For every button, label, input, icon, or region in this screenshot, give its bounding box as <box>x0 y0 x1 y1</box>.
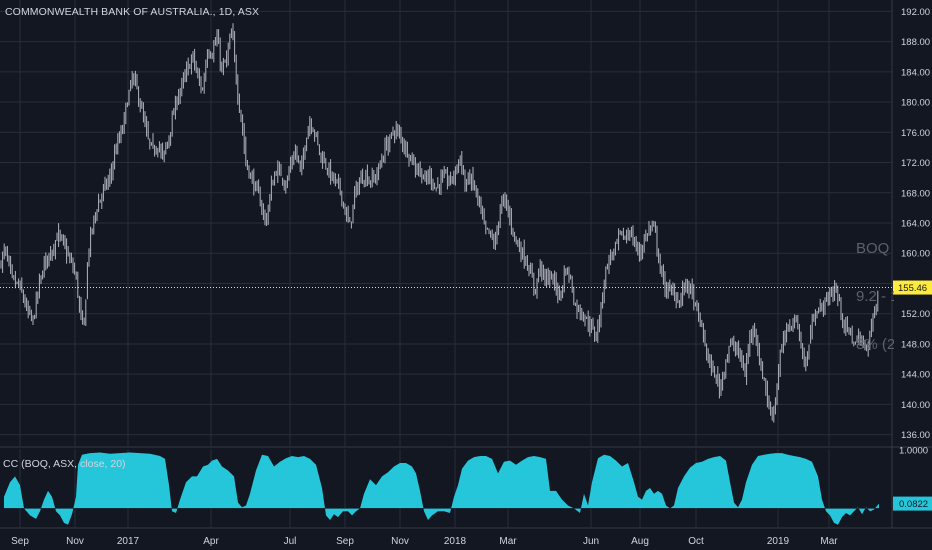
price-tick-label: 164.00 <box>901 219 930 230</box>
indicator-value-badge <box>893 496 932 511</box>
price-tick-label: 176.00 <box>901 128 930 139</box>
last-price-label: 155.46 <box>898 283 927 294</box>
price-tick-label: 160.00 <box>901 249 930 260</box>
time-tick-label: 2019 <box>767 536 790 547</box>
price-tick-label: 168.00 <box>901 188 930 199</box>
time-tick-label: Mar <box>820 536 838 547</box>
price-tick-label: 192.00 <box>901 7 930 18</box>
symbol-title[interactable]: COMMONWEALTH BANK OF AUSTRALIA., 1D, ASX <box>5 6 260 18</box>
time-tick-label: Nov <box>391 536 409 547</box>
price-tick-label: 140.00 <box>901 400 930 411</box>
indicator-tick-label: 1.0000 <box>899 446 928 457</box>
price-tick-label: 148.00 <box>901 339 930 350</box>
overlay-note-line-2: 9.2 - 1 <box>856 288 894 305</box>
price-series <box>0 23 892 423</box>
axes-layer: 136.00140.00144.00148.00152.00156.00160.… <box>11 7 932 547</box>
time-tick-label: Nov <box>66 536 84 547</box>
overlay-note-line-1: BOQ ( <box>856 240 894 257</box>
comparison-overlay-note: BOQ ( 9.2 - 1 8% (2 <box>856 209 894 369</box>
time-tick-label: Oct <box>688 536 704 547</box>
overlay-note-line-3: 8% (2 <box>856 336 894 353</box>
price-tick-label: 144.00 <box>901 370 930 381</box>
price-tick-label: 180.00 <box>901 98 930 109</box>
indicator-area <box>4 452 879 525</box>
indicator-series <box>0 452 892 525</box>
indicator-title[interactable]: CC (BOQ, ASX, close, 20) <box>3 458 126 470</box>
time-tick-label: Mar <box>499 536 517 547</box>
time-tick-label: Apr <box>203 536 219 547</box>
time-tick-label: Jun <box>583 536 599 547</box>
time-tick-label: Jul <box>284 536 297 547</box>
price-tick-label: 188.00 <box>901 37 930 48</box>
last-price-badge <box>893 280 932 295</box>
time-tick-label: 2017 <box>117 536 140 547</box>
indicator-tick-label: 0.0822 <box>899 499 928 510</box>
time-tick-label: 2018 <box>444 536 467 547</box>
price-tick-label: 136.00 <box>901 430 930 441</box>
price-tick-label: 172.00 <box>901 158 930 169</box>
time-tick-label: Sep <box>11 536 29 547</box>
time-tick-label: Aug <box>631 536 649 547</box>
time-tick-label: Sep <box>336 536 354 547</box>
price-tick-label: 152.00 <box>901 309 930 320</box>
price-tick-label: 184.00 <box>901 67 930 78</box>
grid-layer <box>0 0 932 529</box>
